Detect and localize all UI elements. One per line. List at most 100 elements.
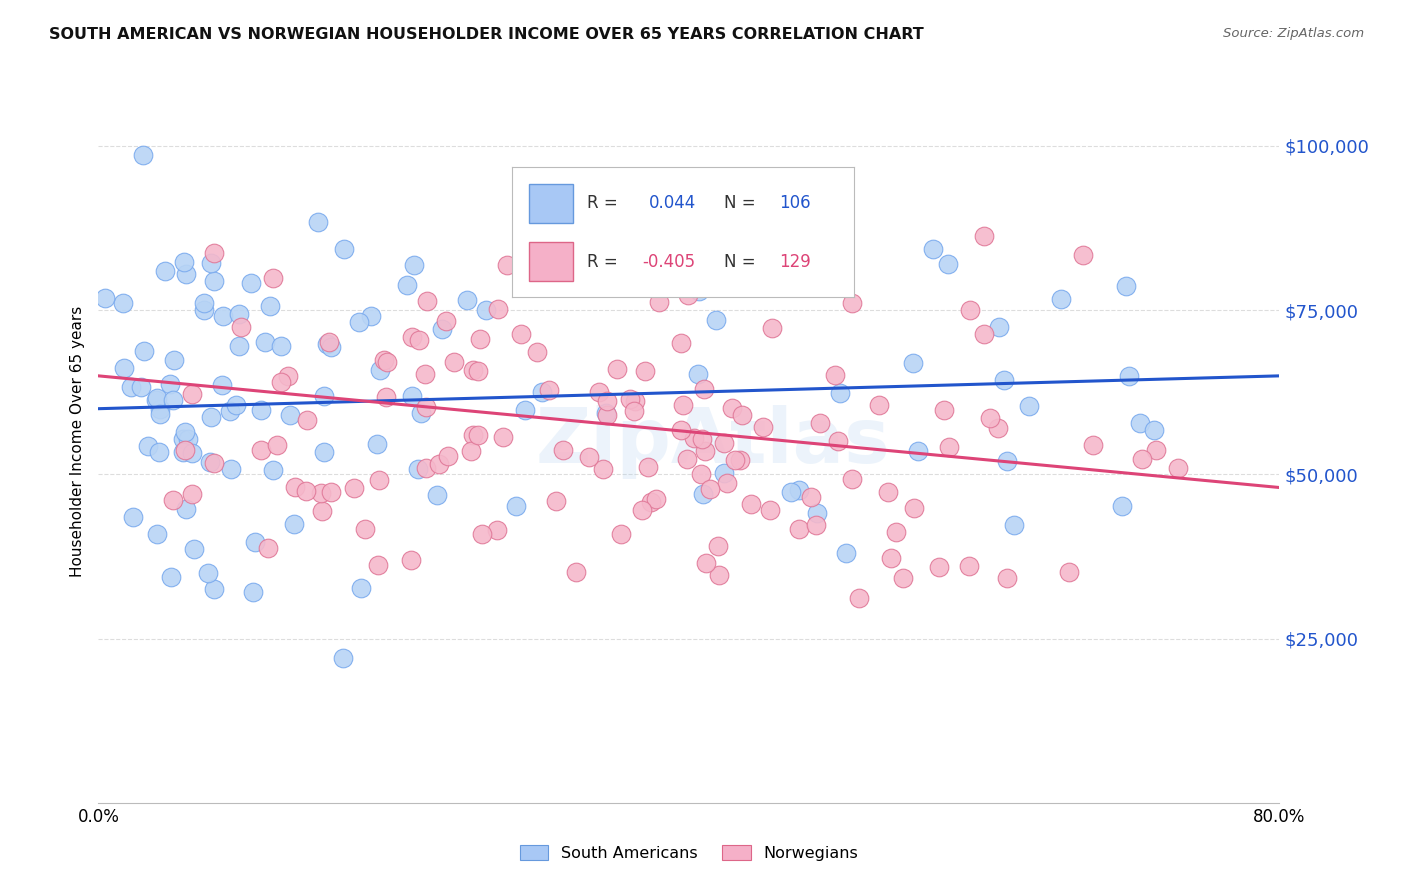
- Point: [623, 404, 645, 418]
- Point: [806, 506, 828, 520]
- Point: [343, 481, 366, 495]
- Legend: South Americans, Norwegians: South Americans, Norwegians: [513, 838, 865, 867]
- Point: [174, 267, 197, 281]
- Point: [136, 439, 159, 453]
- Point: [475, 302, 498, 317]
- Point: [682, 431, 704, 445]
- Point: [787, 522, 810, 536]
- Point: [761, 320, 783, 334]
- Point: [486, 301, 509, 316]
- Point: [229, 320, 252, 334]
- Point: [1129, 416, 1152, 430]
- Point: [368, 474, 391, 488]
- Point: [373, 353, 395, 368]
- Point: [1002, 517, 1025, 532]
- Point: [212, 309, 235, 323]
- Text: Source: ZipAtlas.com: Source: ZipAtlas.com: [1223, 27, 1364, 40]
- Point: [173, 255, 195, 269]
- Point: [177, 432, 200, 446]
- Point: [789, 483, 811, 498]
- Point: [988, 320, 1011, 334]
- Point: [266, 437, 288, 451]
- Point: [903, 501, 925, 516]
- Point: [808, 416, 831, 430]
- Point: [354, 522, 377, 536]
- Point: [928, 559, 950, 574]
- Point: [995, 570, 1018, 584]
- Point: [692, 487, 714, 501]
- Point: [162, 393, 184, 408]
- Point: [959, 303, 981, 318]
- Point: [544, 493, 567, 508]
- Point: [688, 285, 710, 299]
- Point: [295, 483, 318, 498]
- Point: [228, 308, 250, 322]
- Point: [880, 551, 903, 566]
- Point: [193, 296, 215, 310]
- Point: [690, 467, 713, 481]
- Point: [461, 427, 484, 442]
- Point: [162, 492, 184, 507]
- Point: [695, 557, 717, 571]
- Point: [780, 485, 803, 500]
- Point: [565, 565, 588, 579]
- Point: [495, 258, 517, 272]
- Point: [183, 542, 205, 557]
- Point: [665, 271, 688, 285]
- Point: [596, 394, 619, 409]
- Point: [637, 459, 659, 474]
- Point: [254, 334, 277, 349]
- Point: [624, 394, 647, 409]
- Point: [551, 443, 574, 458]
- Point: [713, 436, 735, 450]
- Point: [278, 408, 301, 422]
- Point: [672, 398, 695, 412]
- Point: [1143, 423, 1166, 437]
- Point: [155, 264, 177, 278]
- Y-axis label: Householder Income Over 65 years: Householder Income Over 65 years: [70, 306, 86, 577]
- Point: [370, 363, 392, 377]
- Point: [827, 434, 849, 449]
- Point: [309, 486, 332, 500]
- Point: [471, 526, 494, 541]
- Point: [957, 558, 980, 573]
- Point: [693, 382, 716, 396]
- Point: [695, 444, 717, 458]
- Point: [1081, 438, 1104, 452]
- Point: [509, 327, 531, 342]
- Point: [270, 375, 292, 389]
- Point: [375, 355, 398, 369]
- Point: [595, 406, 617, 420]
- Point: [640, 495, 662, 509]
- Point: [901, 356, 924, 370]
- Point: [828, 386, 851, 401]
- Point: [270, 339, 292, 353]
- Point: [200, 409, 222, 424]
- Point: [841, 472, 863, 486]
- Point: [699, 482, 721, 496]
- Point: [1050, 292, 1073, 306]
- Point: [321, 484, 343, 499]
- Point: [416, 293, 439, 308]
- Point: [486, 523, 509, 537]
- Point: [219, 404, 242, 418]
- Point: [678, 288, 700, 302]
- Point: [467, 364, 489, 378]
- Point: [688, 368, 710, 382]
- Point: [515, 402, 537, 417]
- Point: [690, 432, 713, 446]
- Point: [312, 389, 335, 403]
- Point: [456, 293, 478, 307]
- Point: [219, 461, 242, 475]
- Point: [347, 315, 370, 329]
- Point: [316, 336, 339, 351]
- Point: [468, 332, 491, 346]
- Point: [921, 242, 943, 256]
- Point: [333, 242, 356, 256]
- Point: [868, 398, 890, 412]
- Point: [800, 490, 823, 504]
- Point: [228, 339, 250, 353]
- Point: [907, 443, 929, 458]
- Point: [202, 246, 225, 260]
- Point: [752, 420, 775, 434]
